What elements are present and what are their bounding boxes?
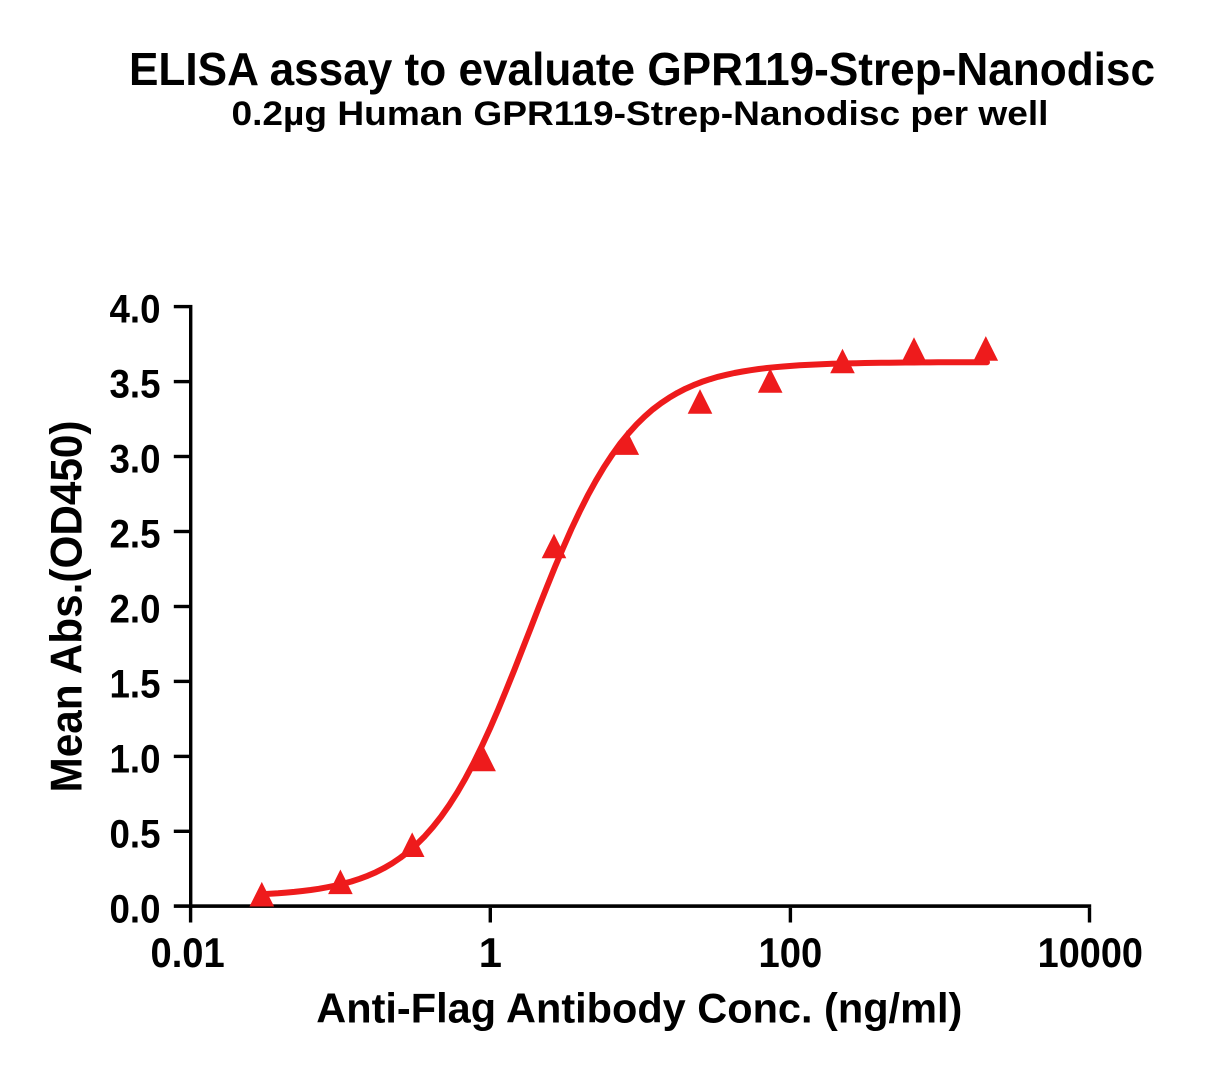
svg-text:Anti-Flag Antibody Conc. (ng/m: Anti-Flag Antibody Conc. (ng/ml) (316, 985, 962, 1032)
svg-text:2.5: 2.5 (110, 513, 161, 557)
svg-text:1: 1 (479, 929, 502, 976)
svg-text:0.5: 0.5 (110, 812, 161, 856)
svg-text:Mean Abs.(OD450): Mean Abs.(OD450) (43, 421, 92, 793)
svg-text:10000: 10000 (1038, 929, 1143, 976)
svg-text:2.0: 2.0 (110, 588, 161, 632)
svg-text:0.0: 0.0 (110, 887, 161, 931)
svg-text:3.5: 3.5 (110, 363, 161, 407)
svg-text:100: 100 (759, 929, 823, 976)
svg-text:3.0: 3.0 (110, 438, 161, 482)
svg-text:1.5: 1.5 (110, 662, 161, 706)
svg-text:0.01: 0.01 (151, 929, 225, 976)
svg-text:4.0: 4.0 (110, 288, 161, 332)
svg-text:1.0: 1.0 (110, 737, 161, 781)
svg-text:0.2µg Human GPR119-Strep-Nanod: 0.2µg Human GPR119-Strep-Nanodisc per we… (232, 95, 1049, 133)
svg-text:ELISA assay to evaluate GPR119: ELISA assay to evaluate GPR119-Strep-Nan… (129, 43, 1155, 95)
